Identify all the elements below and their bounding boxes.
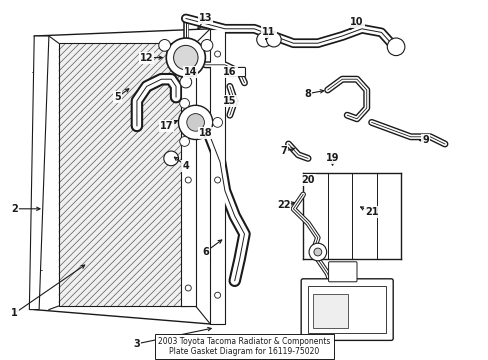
Text: 16: 16 bbox=[223, 67, 236, 77]
Circle shape bbox=[166, 38, 205, 77]
Circle shape bbox=[201, 40, 212, 51]
Circle shape bbox=[256, 32, 271, 47]
Text: 7: 7 bbox=[280, 146, 286, 156]
Text: 10: 10 bbox=[349, 17, 363, 27]
Circle shape bbox=[185, 62, 191, 68]
Text: 18: 18 bbox=[198, 128, 212, 138]
Bar bbox=[312, 294, 347, 328]
Circle shape bbox=[214, 292, 220, 298]
Text: 21: 21 bbox=[364, 207, 378, 217]
Circle shape bbox=[214, 177, 220, 183]
Circle shape bbox=[266, 32, 281, 47]
Circle shape bbox=[163, 151, 178, 166]
Polygon shape bbox=[210, 29, 224, 324]
Circle shape bbox=[186, 114, 204, 131]
Text: 2003 Toyota Tacoma Radiator & Components
Plate Gasket Diagram for 16119-75020: 2003 Toyota Tacoma Radiator & Components… bbox=[158, 337, 330, 356]
Circle shape bbox=[180, 98, 189, 108]
Circle shape bbox=[180, 136, 189, 147]
Circle shape bbox=[180, 76, 191, 88]
Text: 8: 8 bbox=[304, 89, 311, 99]
Polygon shape bbox=[59, 43, 185, 306]
Circle shape bbox=[313, 248, 321, 256]
Circle shape bbox=[185, 285, 191, 291]
Text: 9: 9 bbox=[421, 135, 428, 145]
Circle shape bbox=[214, 51, 220, 57]
Circle shape bbox=[159, 40, 170, 51]
Circle shape bbox=[178, 105, 212, 140]
Circle shape bbox=[308, 243, 326, 261]
Circle shape bbox=[386, 38, 404, 55]
Bar bbox=[307, 286, 386, 333]
Text: 22: 22 bbox=[276, 200, 290, 210]
Text: 1: 1 bbox=[11, 308, 18, 318]
Text: 4: 4 bbox=[182, 161, 189, 171]
Text: 12: 12 bbox=[140, 53, 153, 63]
Text: 11: 11 bbox=[262, 27, 275, 37]
FancyBboxPatch shape bbox=[328, 262, 356, 282]
Text: 19: 19 bbox=[325, 153, 339, 163]
Text: 15: 15 bbox=[223, 96, 236, 106]
FancyBboxPatch shape bbox=[301, 279, 392, 341]
Circle shape bbox=[212, 117, 222, 127]
Text: 20: 20 bbox=[301, 175, 314, 185]
Text: 2: 2 bbox=[11, 204, 18, 214]
Polygon shape bbox=[29, 36, 49, 310]
Text: 3: 3 bbox=[133, 339, 140, 349]
Text: 14: 14 bbox=[183, 67, 197, 77]
FancyBboxPatch shape bbox=[228, 67, 245, 77]
Circle shape bbox=[185, 177, 191, 183]
Text: 17: 17 bbox=[159, 121, 173, 131]
Text: 6: 6 bbox=[202, 247, 208, 257]
Text: 5: 5 bbox=[114, 92, 121, 102]
Polygon shape bbox=[181, 43, 195, 306]
Text: 13: 13 bbox=[198, 13, 212, 23]
Circle shape bbox=[173, 45, 198, 70]
